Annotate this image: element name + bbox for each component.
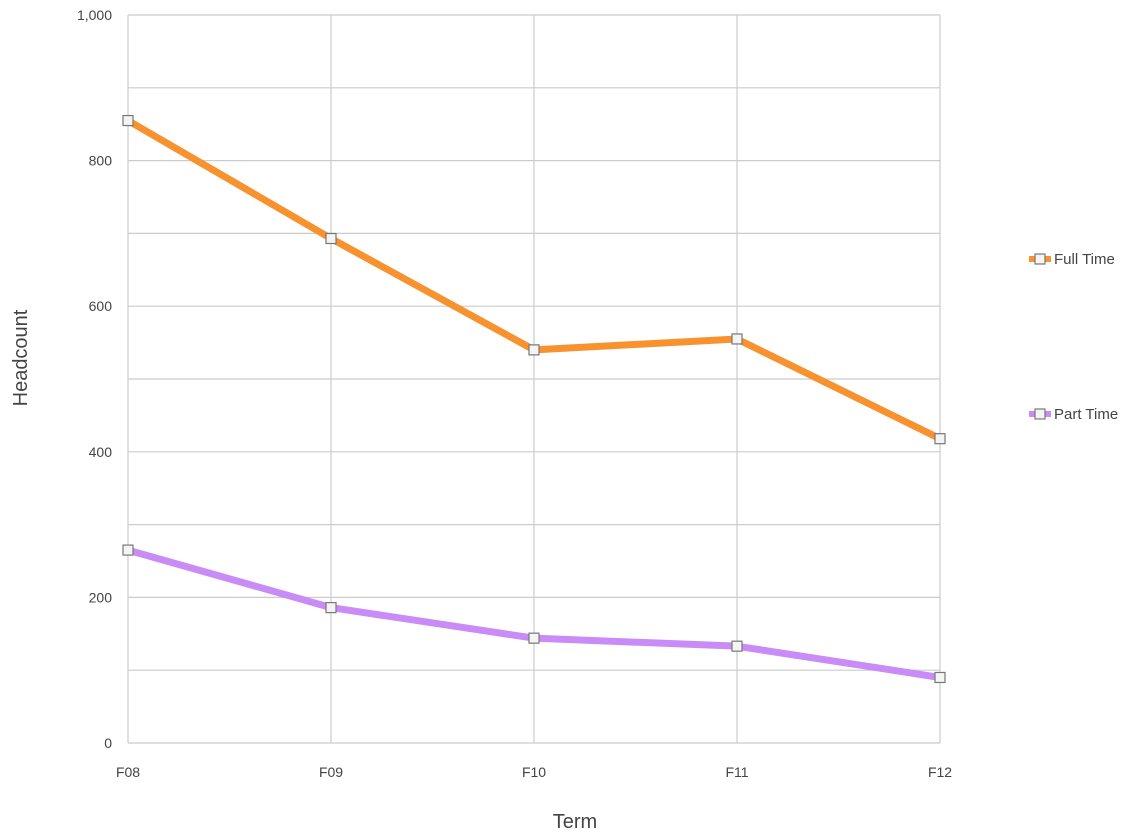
full-time-legend-marker bbox=[1034, 253, 1046, 265]
part-time-legend-label: Part Time bbox=[1054, 406, 1118, 423]
full-time-data-point bbox=[934, 433, 946, 445]
x-tick-label: F12 bbox=[928, 764, 952, 780]
y-tick-label: 600 bbox=[89, 298, 113, 314]
full-time-data-point bbox=[731, 333, 743, 345]
x-tick-label: F09 bbox=[319, 764, 343, 780]
y-tick-label: 800 bbox=[89, 153, 113, 169]
x-axis-tick-labels: F08 F09 F10 F11 F12 bbox=[116, 764, 952, 780]
part-time-legend-marker bbox=[1034, 408, 1046, 420]
data-point-markers bbox=[122, 114, 946, 684]
x-axis-title: Term bbox=[553, 811, 597, 833]
x-tick-label: F08 bbox=[116, 764, 140, 780]
y-axis-tick-labels: 0 200 400 600 800 1,000 bbox=[77, 7, 112, 751]
grid-lines bbox=[127, 14, 941, 744]
x-tick-label: F10 bbox=[522, 764, 546, 780]
part-time-data-point bbox=[122, 544, 134, 556]
full-time-data-point bbox=[325, 232, 337, 245]
part-time-data-point bbox=[934, 671, 946, 684]
full-time-data-point bbox=[528, 344, 540, 356]
full-time-data-point bbox=[122, 114, 134, 127]
y-tick-label: 400 bbox=[89, 444, 113, 460]
full-time-legend-label: Full Time bbox=[1054, 251, 1115, 268]
y-tick-label: 0 bbox=[104, 735, 112, 751]
part-time-data-point bbox=[528, 632, 540, 644]
y-axis-title: Headcount bbox=[10, 309, 32, 406]
part-time-data-point bbox=[731, 640, 743, 652]
y-tick-label: 1,000 bbox=[77, 7, 112, 23]
part-time-data-point bbox=[325, 601, 337, 614]
x-tick-label: F11 bbox=[725, 764, 748, 780]
y-tick-label: 200 bbox=[89, 589, 113, 605]
legend: Full Time Part Time bbox=[1029, 251, 1118, 423]
